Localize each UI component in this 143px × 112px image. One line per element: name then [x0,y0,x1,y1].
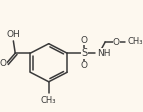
Text: OH: OH [7,30,21,39]
Text: O: O [113,38,120,46]
Text: O: O [0,59,7,68]
Text: CH₃: CH₃ [127,37,143,46]
Text: O: O [81,61,88,70]
Text: O: O [81,36,88,45]
Text: S: S [81,48,87,58]
Text: CH₃: CH₃ [41,96,56,105]
Text: NH: NH [97,49,111,58]
